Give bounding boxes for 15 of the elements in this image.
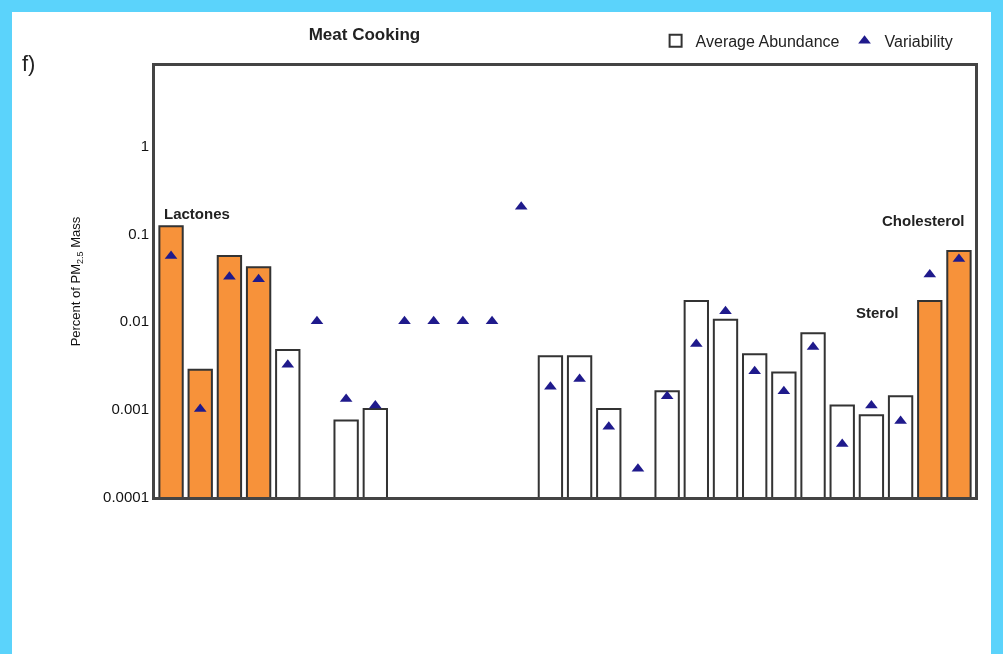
annotation: Lactones — [164, 205, 230, 222]
chart-title: Meat Cooking — [308, 25, 421, 45]
annotation: Cholesterol — [882, 212, 965, 229]
y-tick-label: 0.001 — [111, 400, 149, 418]
y-tick-label: 0.01 — [119, 312, 149, 330]
y-tick-label: 1 — [140, 136, 149, 154]
legend-label: Variability — [884, 33, 953, 51]
point — [923, 268, 937, 278]
annotation: Sterol — [856, 304, 899, 321]
y-tick-label: 0.1 — [128, 224, 149, 242]
legend-label: Average Abundance — [695, 33, 840, 51]
y-tick-label: 0.0001 — [103, 488, 149, 506]
point — [865, 399, 878, 409]
text: f) — [22, 51, 36, 76]
point — [368, 399, 382, 409]
